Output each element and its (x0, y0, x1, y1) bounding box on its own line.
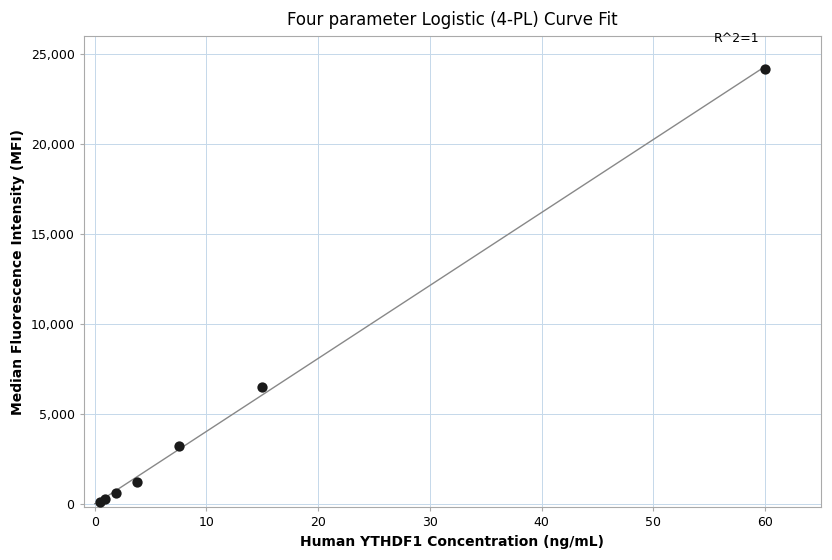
Point (172, 442, 186, 451)
Text: R^2=1: R^2=1 (714, 32, 760, 45)
Point (93, 497, 106, 506)
Y-axis label: Median Fluorescence Intensity (MFI): Median Fluorescence Intensity (MFI) (11, 129, 25, 415)
X-axis label: Human YTHDF1 Concentration (ng/mL): Human YTHDF1 Concentration (ng/mL) (300, 535, 604, 549)
Point (759, 64, 772, 73)
Point (98, 494, 111, 503)
Point (255, 382, 269, 391)
Title: Four parameter Logistic (4-PL) Curve Fit: Four parameter Logistic (4-PL) Curve Fit (287, 11, 617, 29)
Point (109, 488, 122, 497)
Point (130, 478, 143, 487)
